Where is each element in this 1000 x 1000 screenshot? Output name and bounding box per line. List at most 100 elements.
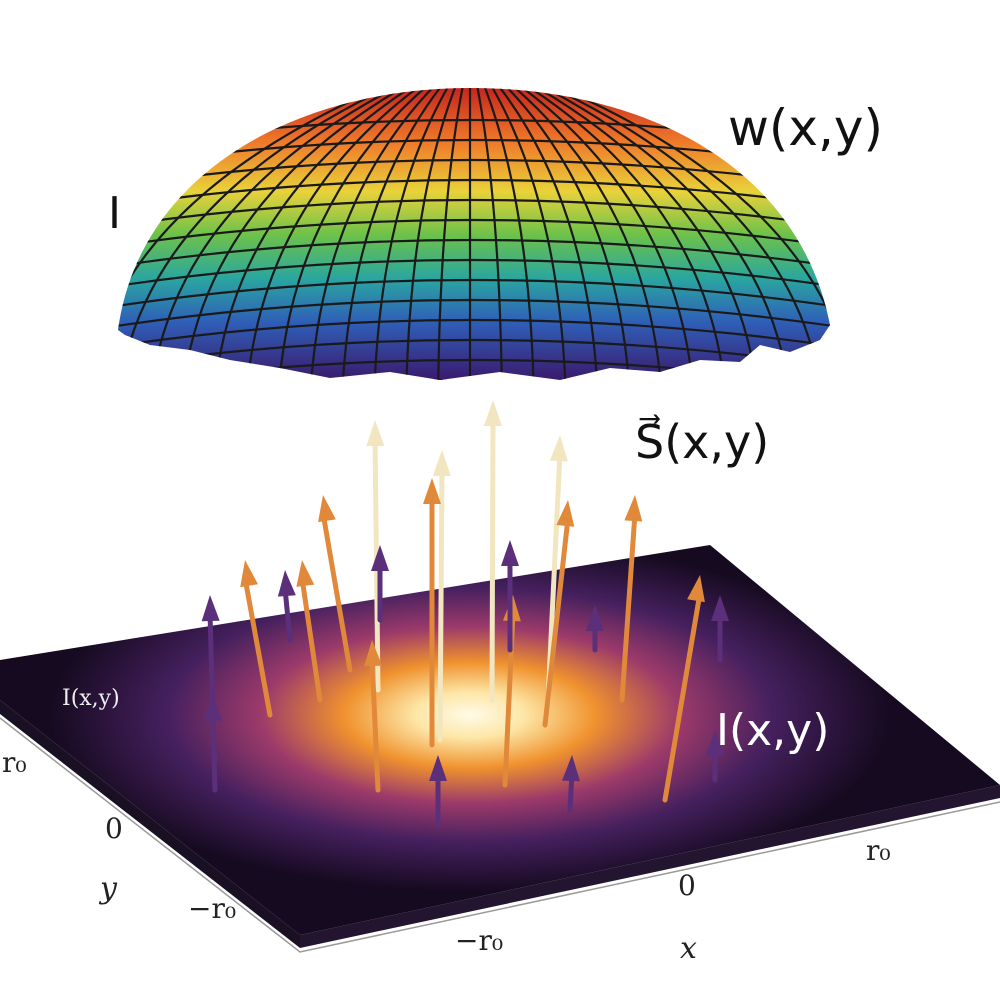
arrow-head [204, 695, 223, 722]
arrow-head [432, 450, 451, 477]
vector-arrow [586, 605, 604, 653]
grid-line [118, 258, 830, 292]
arrow-head [549, 435, 568, 462]
surface-side-label: I [108, 188, 121, 239]
grid-line [340, 88, 447, 380]
grid-line [487, 88, 568, 380]
grid-line [308, 88, 441, 380]
grid-line [118, 318, 830, 352]
arrow-shaft [299, 575, 323, 703]
vector-arrow [277, 570, 296, 643]
arrow-head [364, 640, 383, 667]
vector-arrow [296, 560, 323, 703]
vector-arrow [432, 450, 451, 743]
x-tick-label: r₀ [866, 834, 891, 867]
plane-edge [300, 785, 1000, 948]
surface [118, 88, 830, 380]
arrow-head [318, 495, 336, 523]
grid-line [212, 88, 423, 380]
grid-line [244, 88, 429, 380]
grid-line [372, 88, 453, 380]
vector-arrow [371, 545, 389, 623]
grid-line [118, 178, 830, 212]
grid-line [511, 88, 696, 380]
arrow-shaft [369, 655, 381, 793]
grid-line [436, 88, 466, 380]
arrow-shaft [320, 510, 353, 673]
arrow-head [501, 540, 519, 566]
grid-line [118, 378, 830, 380]
arrow-head [687, 575, 705, 603]
y-axis-title: y [98, 871, 118, 906]
grid-line [541, 88, 830, 380]
arrow-head [423, 478, 441, 504]
arrow-head [556, 500, 575, 527]
vector-arrow [711, 595, 729, 663]
vector-arrow [204, 695, 223, 763]
vector-arrow [542, 500, 575, 728]
arrow-shaft [489, 415, 496, 703]
surface-label: w(x,y) [728, 99, 883, 157]
plane [0, 545, 1000, 953]
grid-line [493, 88, 600, 380]
arrow-head [277, 570, 296, 597]
vector-arrow [501, 540, 519, 653]
arrow-head [706, 730, 724, 756]
vector-arrow [364, 640, 383, 793]
vector-arrow [662, 575, 705, 803]
vector-label: S⃗(x,y) [635, 415, 769, 469]
grid-line [118, 88, 399, 380]
plane-label: I(x,y) [716, 705, 829, 756]
x-axis-title: x [680, 931, 697, 966]
arrow-shaft [542, 515, 571, 728]
grid-line [118, 278, 830, 312]
grid-line [523, 88, 760, 380]
plane-edge [0, 700, 300, 948]
arrow-shaft [242, 575, 273, 718]
x-tick-label: 0 [678, 869, 696, 902]
arrow-shaft [619, 510, 638, 703]
grid-line [499, 88, 632, 380]
arrow-head [296, 560, 315, 587]
arrow-shaft [282, 585, 293, 643]
axis-line [0, 717, 1000, 953]
arrow-head [624, 495, 643, 522]
arrow-head [371, 545, 389, 571]
x-tick-label: −r₀ [455, 924, 503, 957]
grid-line [118, 198, 830, 232]
plane-surface [0, 545, 1000, 935]
grid-line [505, 88, 664, 380]
arrow-shaft [437, 465, 445, 743]
vector-field [201, 400, 729, 828]
arrow-head [586, 605, 604, 631]
vector-arrow [429, 755, 447, 828]
grid-line [118, 218, 830, 252]
grid-line [517, 88, 728, 380]
grid-line [276, 88, 435, 380]
plane-corner-label: I(x,y) [62, 686, 120, 711]
vector-arrow [240, 560, 273, 718]
vector-arrow [318, 495, 353, 673]
arrow-head [562, 755, 581, 782]
grid-line [404, 88, 460, 380]
grid-line [474, 88, 504, 380]
arrow-head [366, 420, 385, 447]
vector-arrow [562, 755, 581, 813]
arrow-head [240, 560, 259, 588]
arrow-head [201, 595, 220, 622]
vector-arrow [619, 495, 643, 703]
grid-line [529, 88, 792, 380]
arrow-shaft [662, 590, 703, 803]
y-tick-label: −r₀ [188, 892, 236, 925]
arrow-head [711, 595, 729, 621]
vector-arrow [423, 478, 441, 748]
y-tick-label: 0 [105, 812, 123, 845]
grid-line [480, 88, 536, 380]
y-tick-label: r₀ [2, 746, 27, 779]
grid-line [180, 88, 417, 380]
vector-arrow [706, 730, 724, 783]
arrow-head [483, 400, 502, 427]
vector-arrow [483, 400, 502, 703]
